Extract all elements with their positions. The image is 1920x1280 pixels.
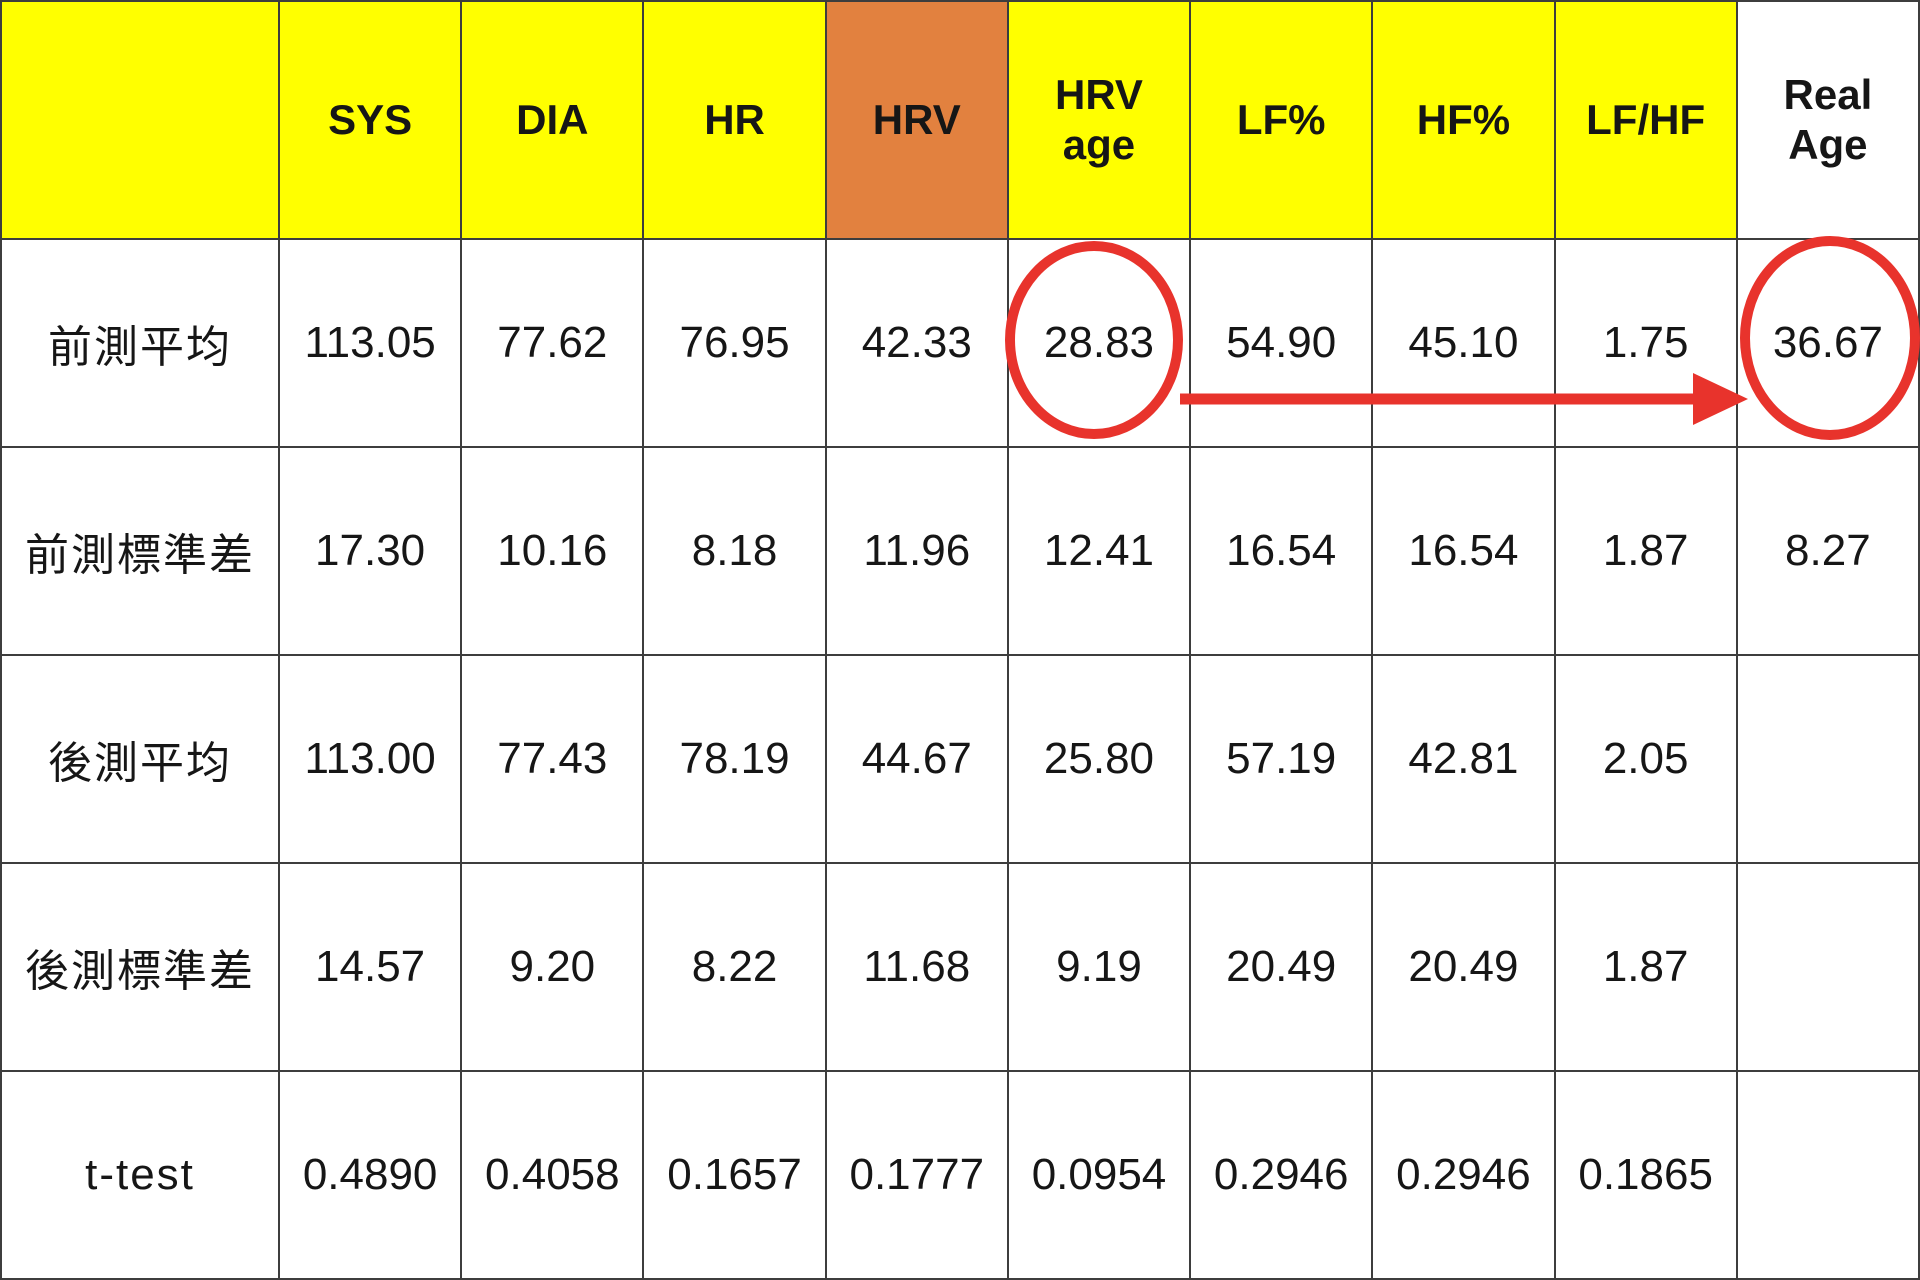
column-header-hrv-age: HRV age <box>1006 0 1192 240</box>
table-cell <box>1735 862 1920 1072</box>
table-cell: 12.41 <box>1006 446 1192 656</box>
table-cell: 25.80 <box>1006 654 1192 864</box>
table-cell: 44.67 <box>824 654 1009 864</box>
table-cell: 54.90 <box>1189 238 1374 448</box>
table-cell: 113.00 <box>277 654 463 864</box>
table-cell-real-age-circled: 36.67 <box>1735 238 1920 448</box>
table-cell: 0.1865 <box>1553 1070 1738 1280</box>
table-cell: 57.19 <box>1189 654 1374 864</box>
table-cell: 8.18 <box>642 446 827 656</box>
table-cell: 14.57 <box>277 862 463 1072</box>
table-cell: 0.1657 <box>642 1070 827 1280</box>
table-row-pretest-sd: 前測標準差 17.30 10.16 8.18 11.96 12.41 16.54… <box>0 446 1920 656</box>
table-cell: 1.87 <box>1553 862 1738 1072</box>
row-label: 前測標準差 <box>0 446 280 656</box>
table-cell: 2.05 <box>1553 654 1738 864</box>
table-cell: 42.33 <box>824 238 1009 448</box>
table-cell <box>1735 1070 1920 1280</box>
header-row: SYS DIA HR HRV HRV age LF% HF% LF/HF Rea… <box>0 0 1920 240</box>
row-label: 前測平均 <box>0 238 280 448</box>
column-header-hf-percent: HF% <box>1371 0 1556 240</box>
table-cell: 17.30 <box>277 446 463 656</box>
table-cell: 20.49 <box>1371 862 1556 1072</box>
table-cell-hrv-age-circled: 28.83 <box>1006 238 1192 448</box>
table-cell <box>1735 654 1920 864</box>
table-row-posttest-sd: 後測標準差 14.57 9.20 8.22 11.68 9.19 20.49 2… <box>0 862 1920 1072</box>
table-cell: 8.22 <box>642 862 827 1072</box>
table-cell: 8.27 <box>1735 446 1920 656</box>
table-cell: 77.43 <box>460 654 645 864</box>
table-row-t-test: t-test 0.4890 0.4058 0.1657 0.1777 0.095… <box>0 1070 1920 1280</box>
row-label: 後測標準差 <box>0 862 280 1072</box>
column-header-lf-percent: LF% <box>1189 0 1374 240</box>
table-cell: 0.4890 <box>277 1070 463 1280</box>
table-cell: 42.81 <box>1371 654 1556 864</box>
table-cell: 9.19 <box>1006 862 1192 1072</box>
table-cell: 77.62 <box>460 238 645 448</box>
column-header-hr: HR <box>642 0 827 240</box>
table-cell: 10.16 <box>460 446 645 656</box>
table-cell: 76.95 <box>642 238 827 448</box>
table-cell: 20.49 <box>1189 862 1374 1072</box>
table-cell: 16.54 <box>1189 446 1374 656</box>
table-cell: 0.1777 <box>824 1070 1009 1280</box>
table-cell: 9.20 <box>460 862 645 1072</box>
table-cell: 16.54 <box>1371 446 1556 656</box>
row-label: t-test <box>0 1070 280 1280</box>
column-header-dia: DIA <box>460 0 645 240</box>
table-cell: 113.05 <box>277 238 463 448</box>
table-cell: 0.2946 <box>1189 1070 1374 1280</box>
table-cell: 11.96 <box>824 446 1009 656</box>
table-row-pretest-mean: 前測平均 113.05 77.62 76.95 42.33 28.83 54.9… <box>0 238 1920 448</box>
column-header-real-age: Real Age <box>1735 0 1920 240</box>
table-cell: 0.2946 <box>1371 1070 1556 1280</box>
table-cell: 11.68 <box>824 862 1009 1072</box>
table-cell: 1.87 <box>1553 446 1738 656</box>
column-header-lf-hf-ratio: LF/HF <box>1553 0 1738 240</box>
table-cell: 0.4058 <box>460 1070 645 1280</box>
column-header-blank <box>0 0 280 240</box>
table-cell: 45.10 <box>1371 238 1556 448</box>
row-label: 後測平均 <box>0 654 280 864</box>
table-row-posttest-mean: 後測平均 113.00 77.43 78.19 44.67 25.80 57.1… <box>0 654 1920 864</box>
table-cell: 1.75 <box>1553 238 1738 448</box>
table-cell: 78.19 <box>642 654 827 864</box>
column-header-hrv-highlighted: HRV <box>824 0 1009 240</box>
table-cell: 0.0954 <box>1006 1070 1192 1280</box>
column-header-sys: SYS <box>277 0 463 240</box>
